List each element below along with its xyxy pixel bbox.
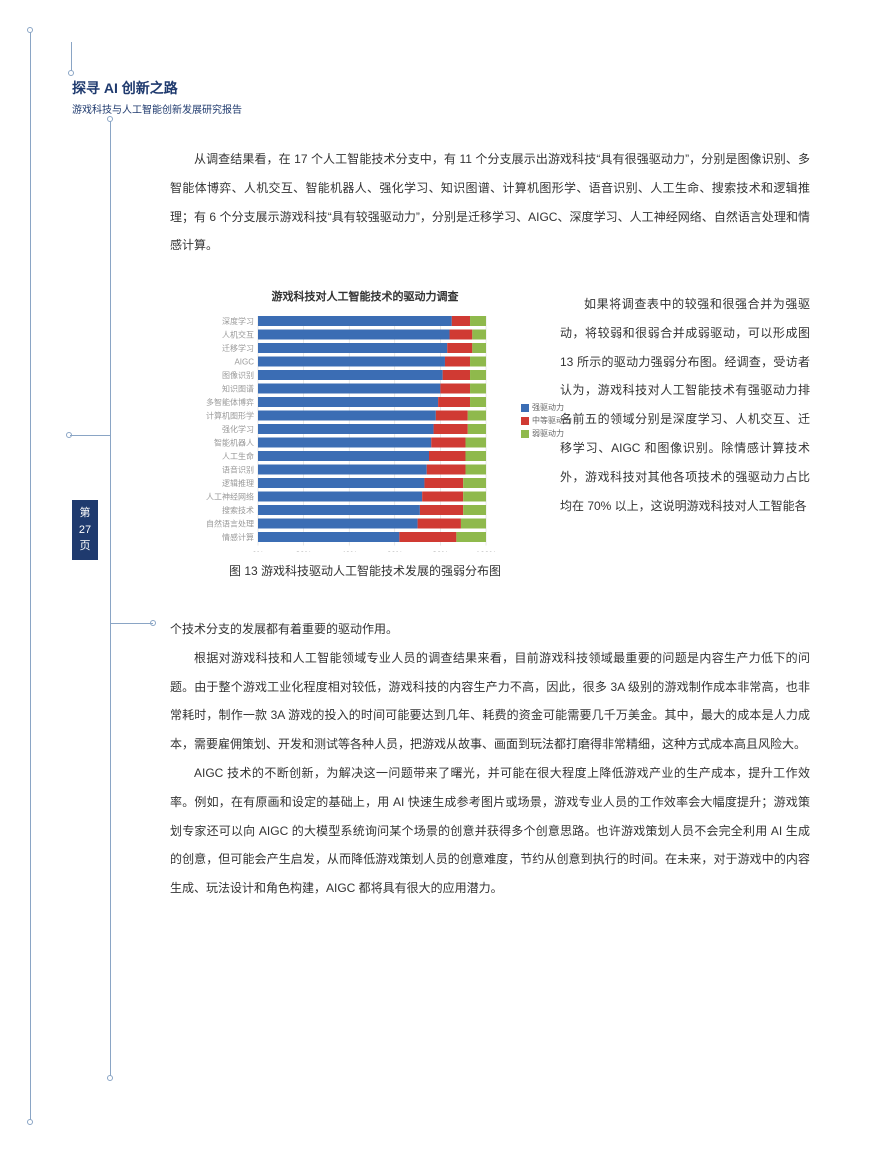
margin-connector (111, 623, 153, 624)
legend-swatch (521, 404, 529, 412)
chart-title: 游戏科技对人工智能技术的驱动力调查 (190, 288, 540, 304)
paragraph-block: 个技术分支的发展都有着重要的驱动作用。 根据对游戏科技和人工智能领域专业人员的调… (170, 615, 810, 903)
header-title: 探寻 AI 创新之路 (72, 78, 242, 98)
svg-text:知识图谱: 知识图谱 (222, 384, 254, 394)
legend-item: 强驱动力 (521, 402, 572, 413)
svg-text:情感计算: 情感计算 (222, 532, 254, 542)
header-connector (71, 42, 72, 72)
svg-text:AIGC: AIGC (234, 358, 254, 367)
svg-text:智能机器人: 智能机器人 (214, 438, 254, 448)
svg-text:80%: 80% (432, 551, 448, 553)
side-paragraph: 如果将调查表中的较强和很强合并为强驱动，将较弱和很弱合并成弱驱动，可以形成图 1… (560, 290, 810, 520)
paragraph-2b: 根据对游戏科技和人工智能领域专业人员的调查结果来看，目前游戏科技领域最重要的问题… (170, 644, 810, 759)
svg-text:60%: 60% (387, 551, 403, 553)
paragraph-2c: AIGC 技术的不断创新，为解决这一问题带来了曙光，并可能在很大程度上降低游戏产… (170, 759, 810, 903)
paragraph-1: 从调查结果看，在 17 个人工智能技术分支中，有 11 个分支展示出游戏科技“具… (170, 145, 810, 260)
legend-label: 强驱动力 (532, 402, 564, 413)
guide-circle (107, 116, 113, 122)
legend-swatch (521, 430, 529, 438)
svg-text:40%: 40% (341, 551, 357, 553)
chart-legend: 强驱动力中等驱动力弱驱动力 (521, 402, 572, 441)
svg-text:100%: 100% (476, 551, 496, 553)
legend-item: 弱驱动力 (521, 428, 572, 439)
header-subtitle: 游戏科技与人工智能创新发展研究报告 (72, 101, 242, 116)
paragraph-2a: 个技术分支的发展都有着重要的驱动作用。 (170, 615, 810, 644)
legend-swatch (521, 417, 529, 425)
legend-label: 中等驱动力 (532, 415, 572, 426)
chart-container: 游戏科技对人工智能技术的驱动力调查 0% 20% 40% 60% 80% 100% 深度学习… (190, 288, 540, 579)
page-number-tab: 第 27 页 (72, 500, 98, 560)
svg-text:语音识别: 语音识别 (222, 465, 254, 475)
page-header: 探寻 AI 创新之路 游戏科技与人工智能创新发展研究报告 (72, 78, 242, 116)
vertical-guide (110, 120, 111, 1077)
header-dot (68, 70, 74, 76)
chart-caption: 图 13 游戏科技驱动人工智能技术发展的强弱分布图 (190, 562, 540, 579)
legend-item: 中等驱动力 (521, 415, 572, 426)
svg-text:深度学习: 深度学习 (222, 316, 254, 326)
corner-circle (27, 27, 33, 33)
svg-text:逻辑推理: 逻辑推理 (222, 478, 254, 488)
svg-text:强化学习: 强化学习 (222, 424, 254, 434)
page-tab-bottom: 页 (80, 538, 91, 555)
svg-text:0%: 0% (252, 551, 264, 553)
svg-text:人工神经网络: 人工神经网络 (206, 492, 254, 502)
guide-circle (107, 1075, 113, 1081)
page-border-left (30, 30, 31, 1122)
page-number: 27 (79, 522, 91, 539)
chart-svg: 0% 20% 40% 60% 80% 100% 深度学习人机交互迁移学习 AIGC 图像识别知识… (190, 312, 500, 552)
svg-text:自然语言处理: 自然语言处理 (206, 519, 254, 529)
svg-text:迁移学习: 迁移学习 (222, 343, 254, 353)
corner-circle (27, 1119, 33, 1125)
page-tab-top: 第 (80, 505, 91, 522)
svg-text:20%: 20% (296, 551, 312, 553)
svg-text:搜索技术: 搜索技术 (222, 505, 254, 515)
margin-connector (70, 435, 110, 436)
svg-text:图像识别: 图像识别 (222, 370, 254, 380)
svg-text:人机交互: 人机交互 (222, 330, 254, 340)
legend-label: 弱驱动力 (532, 428, 564, 439)
svg-text:计算机图形学: 计算机图形学 (206, 411, 254, 421)
svg-text:人工生命: 人工生命 (222, 451, 254, 461)
svg-text:多智能体博弈: 多智能体博弈 (206, 397, 254, 407)
